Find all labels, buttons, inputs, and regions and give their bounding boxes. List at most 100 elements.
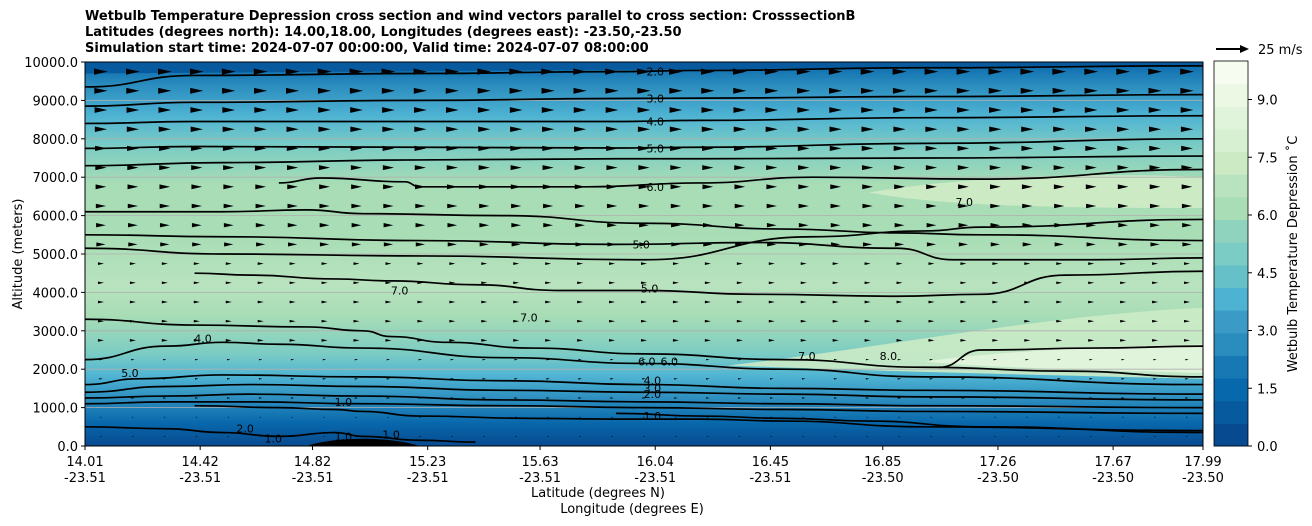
wind-arrow-icon [286,126,299,132]
wind-arrow-icon [1054,242,1064,247]
wind-arrow-icon [609,319,616,323]
wind-arrow-icon [385,281,392,285]
wind-arrow-icon [1117,165,1129,171]
wind-arrow-icon [736,339,743,342]
wind-arrow-icon [641,319,647,323]
wind-arrow-icon [573,107,587,113]
x-tick-label-lon: -23.51 [634,471,676,486]
wind-arrow-icon [766,165,778,171]
wind-arrow-icon [738,397,742,399]
wind-arrow-icon [1121,378,1125,380]
wind-arrow-icon [1024,339,1031,342]
wind-key-label: 25 m/s [1258,43,1303,58]
wind-arrow-icon [956,87,971,94]
wind-arrow-icon [255,203,266,209]
wind-arrow-icon [833,397,838,399]
wind-arrow-icon [924,68,939,75]
wind-arrow-icon [864,300,871,304]
wind-arrow-icon [736,281,743,285]
wind-arrow-icon [353,339,360,342]
wind-arrow-icon [765,107,779,113]
wind-arrow-icon [126,126,140,132]
contour-label: 6.0 [646,181,664,194]
wind-arrow-icon [577,281,584,285]
wind-arrow-icon [545,300,552,304]
wind-arrow-icon [1024,300,1031,304]
wind-arrow-icon [832,300,839,304]
wind-arrow-icon [643,435,645,437]
wind-arrow-icon [482,358,487,361]
wind-arrow-icon [1088,281,1095,285]
wind-arrow-icon [386,378,391,380]
wind-arrow-icon [898,416,901,418]
wind-arrow-icon [1120,339,1127,342]
wind-arrow-icon [322,397,327,399]
x-tick-label-lon: -23.51 [292,471,334,486]
title-line-2: Latitudes (degrees north): 14.00,18.00, … [85,25,682,40]
wind-arrow-icon [1090,435,1093,437]
wind-arrow-icon [865,397,870,399]
x-axis-label-lon: Longitude (degrees E) [560,502,704,517]
wind-arrow-icon [893,126,906,132]
x-tick-label-lon: -23.50 [1092,471,1134,486]
wind-arrow-icon [672,262,679,265]
wind-arrow-icon [1022,203,1033,209]
wind-arrow-icon [862,242,873,247]
title-line-1: Wetbulb Temperature Depression cross sec… [85,9,856,24]
wind-arrow-icon [354,358,359,361]
wind-arrow-icon [1181,184,1193,190]
wind-arrow-icon [798,203,809,209]
wind-arrow-icon [864,319,871,323]
wind-arrow-icon [988,68,1003,75]
wind-arrow-icon [449,339,456,342]
wind-arrow-icon [511,223,522,228]
wind-arrow-icon [801,397,806,399]
wind-arrow-icon [1021,184,1033,190]
colorbar-segment [1214,106,1248,130]
wind-key: 25 m/s [1216,43,1303,58]
wind-arrow-icon [355,416,358,418]
wind-arrow-icon [861,145,874,152]
contour-line [85,64,1203,88]
x-tick-label-lon: -23.51 [749,471,791,486]
wind-arrow-icon [670,184,682,190]
wind-arrow-icon [383,184,394,190]
y-tick-label: 2000.0 [33,363,79,378]
wind-arrow-icon [607,223,617,228]
wind-arrow-icon [195,435,198,437]
wind-arrow-icon [1118,223,1129,228]
wind-arrow-icon [226,397,231,399]
wind-arrow-icon [513,281,520,285]
x-axis: 14.01-23.5114.42-23.5114.82-23.5115.23-2… [64,446,1224,486]
wind-arrow-icon [351,242,362,247]
wind-arrow-icon [893,145,906,152]
x-tick-label-lat: 17.99 [1184,455,1221,470]
wind-arrow-icon [641,339,647,342]
wind-arrow-icon [834,435,837,437]
wind-arrow-icon [161,281,168,285]
wind-arrow-icon [127,184,139,190]
wind-arrow-icon [674,378,678,380]
wind-arrow-icon [1185,397,1189,399]
wind-arrow-icon [129,281,136,285]
wind-arrow-icon [1088,339,1095,342]
wind-arrow-icon [1056,281,1063,285]
wind-arrow-icon [319,203,330,209]
wind-arrow-icon [958,184,969,190]
wind-arrow-icon [797,126,810,132]
wind-arrow-icon [385,339,392,342]
wind-arrow-icon [446,165,458,171]
wind-arrow-icon [670,165,682,171]
contour-line [278,168,1203,188]
wind-arrow-icon [637,126,651,132]
wind-arrow-icon [578,358,582,361]
wind-arrow-icon [834,416,837,418]
wind-arrow-icon [417,262,424,265]
wind-arrow-icon [509,107,523,113]
wind-arrow-icon [546,397,550,399]
wind-arrow-icon [1021,165,1033,171]
wind-arrow-icon [97,339,104,342]
contour-lines [85,64,1203,444]
wind-arrow-icon [291,416,294,418]
wind-arrow-icon [641,300,647,304]
